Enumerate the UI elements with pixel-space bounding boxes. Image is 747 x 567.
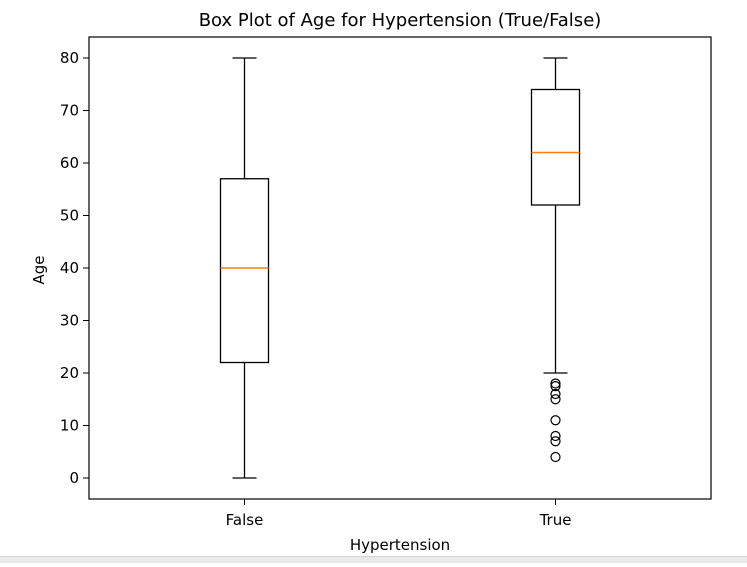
axes-frame xyxy=(88,36,712,500)
y-tick-label: 70 xyxy=(60,102,79,120)
outlier-point xyxy=(550,451,561,463)
y-tick-label: 10 xyxy=(60,417,79,435)
y-tick-label: 50 xyxy=(60,207,79,225)
y-tick-label: 60 xyxy=(60,154,79,172)
x-tick-label: True xyxy=(539,511,572,529)
outlier-point xyxy=(550,415,561,426)
plot-area: 0 10 20 30 40 50 60 70 80 False True xyxy=(60,36,712,529)
outlier-point xyxy=(550,436,561,447)
y-tick-label: 0 xyxy=(69,469,79,487)
outlier-point xyxy=(550,388,561,400)
x-tick-label: False xyxy=(226,511,264,529)
outlier-point xyxy=(550,394,561,405)
y-tick-label: 30 xyxy=(60,312,79,330)
y-tick-label: 80 xyxy=(60,49,79,67)
outlier-point xyxy=(550,381,561,392)
iqr-box xyxy=(530,88,581,206)
outlier-point xyxy=(550,430,561,442)
y-tick-label: 40 xyxy=(60,259,79,277)
outlier-point xyxy=(550,378,561,389)
x-axis-label: Hypertension xyxy=(350,536,450,554)
chart-title: Box Plot of Age for Hypertension (True/F… xyxy=(199,10,602,31)
bottom-divider xyxy=(0,556,747,563)
y-axis-label: Age xyxy=(30,255,48,284)
iqr-box xyxy=(219,178,270,364)
y-tick-label: 20 xyxy=(60,364,79,382)
